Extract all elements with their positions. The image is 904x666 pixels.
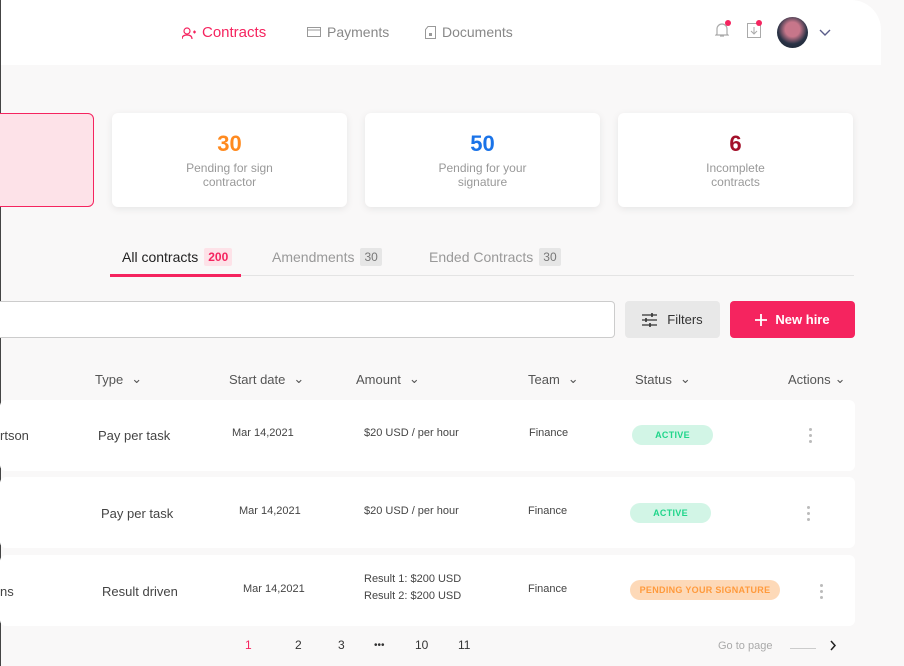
- contract-type: Pay per task: [98, 428, 171, 443]
- credit-card-icon: [307, 27, 321, 37]
- notification-dot: [725, 20, 731, 26]
- column-start-date[interactable]: Start date ⌄: [229, 371, 304, 387]
- team: Finance: [529, 427, 569, 439]
- stat-card-incomplete[interactable]: 6 Incomplete contracts: [618, 113, 853, 207]
- chevron-down-icon: ⌄: [131, 371, 143, 386]
- chevron-down-icon: ⌄: [567, 371, 579, 386]
- new-hire-label: New hire: [775, 312, 830, 327]
- downloads-button[interactable]: [747, 20, 765, 42]
- sliders-icon: [642, 312, 658, 327]
- page-ellipsis: •••: [374, 640, 385, 651]
- table-row[interactable]: ns Result driven Mar 14,2021 Result 1: $…: [0, 555, 855, 626]
- tab-all-contracts[interactable]: All contracts 200: [122, 248, 233, 266]
- search-input[interactable]: [0, 301, 615, 338]
- chevron-down-icon: ⌄: [408, 371, 420, 386]
- more-actions-icon[interactable]: [809, 428, 813, 446]
- bell-icon: [714, 23, 730, 37]
- filters-button[interactable]: Filters: [625, 301, 720, 338]
- start-date: Mar 14,2021: [232, 427, 294, 439]
- nav-contracts[interactable]: Contracts: [182, 24, 266, 41]
- column-label: Type: [95, 371, 124, 387]
- status-badge: PENDING YOUR SIGNATURE: [630, 580, 780, 600]
- page-10[interactable]: 10: [415, 638, 429, 652]
- table-row[interactable]: Pay per task Mar 14,2021 $20 USD / per h…: [0, 477, 855, 548]
- stat-value: 50: [470, 131, 495, 156]
- more-actions-icon[interactable]: [807, 506, 811, 524]
- column-actions[interactable]: Actions ⌄: [788, 371, 846, 387]
- page-11[interactable]: 11: [458, 638, 471, 652]
- stat-label: Pending for your signature: [438, 161, 527, 189]
- column-label: Start date: [229, 371, 286, 387]
- stat-card-pending-signature[interactable]: 50 Pending for your signature: [365, 113, 600, 207]
- team: Finance: [528, 505, 568, 517]
- stat-label: Incomplete contracts: [706, 161, 765, 189]
- nav-payments[interactable]: Payments: [307, 24, 389, 40]
- column-type[interactable]: Type ⌄: [95, 371, 142, 387]
- chevron-down-icon: ⌄: [293, 371, 305, 386]
- chevron-down-icon[interactable]: [819, 29, 831, 37]
- chevron-down-icon: ⌄: [834, 371, 846, 386]
- document-icon: [425, 25, 436, 39]
- amount-line-1: Result 1: $200 USD: [364, 573, 462, 585]
- more-actions-icon[interactable]: [820, 584, 824, 602]
- nav-label: Contracts: [202, 24, 267, 41]
- amount-line-2: Result 2: $200 USD: [364, 590, 462, 602]
- amount: $20 USD / per hour: [364, 427, 459, 439]
- status-badge: ACTIVE: [630, 503, 711, 523]
- column-label: Team: [528, 371, 560, 387]
- status-badge: ACTIVE: [632, 425, 713, 445]
- start-date: Mar 14,2021: [243, 583, 305, 595]
- new-hire-button[interactable]: New hire: [730, 301, 855, 338]
- page-3[interactable]: 3: [338, 638, 345, 652]
- start-date: Mar 14,2021: [239, 505, 301, 517]
- chevron-down-icon: ⌄: [679, 371, 691, 386]
- column-label: Actions: [788, 371, 831, 387]
- stat-card-pending-contractor[interactable]: 30 Pending for sign contractor: [112, 113, 347, 207]
- user-plus-icon: [182, 26, 196, 39]
- tab-count: 30: [539, 248, 561, 266]
- tab-ended-contracts[interactable]: Ended Contracts 30: [429, 248, 561, 266]
- download-dot: [756, 20, 762, 26]
- tab-label: Amendments: [272, 249, 355, 265]
- filters-label: Filters: [667, 312, 703, 327]
- nav-documents[interactable]: Documents: [425, 24, 513, 40]
- nav-label: Documents: [442, 24, 513, 40]
- top-bar: Contracts Payments Documents: [1, 0, 881, 65]
- tab-count: 30: [360, 248, 382, 266]
- plus-icon: [755, 313, 768, 326]
- active-tab-indicator: [110, 274, 241, 277]
- contract-type: Pay per task: [101, 506, 174, 521]
- user-avatar[interactable]: [777, 17, 808, 48]
- stat-card-selected[interactable]: [0, 113, 94, 207]
- tab-label: All contracts: [122, 249, 199, 265]
- tab-amendments[interactable]: Amendments 30: [272, 248, 382, 266]
- tab-count: 200: [204, 248, 233, 266]
- column-team[interactable]: Team ⌄: [528, 371, 579, 387]
- download-icon: [747, 23, 761, 38]
- go-to-page-input[interactable]: [790, 648, 816, 649]
- page-1[interactable]: 1: [245, 638, 252, 652]
- table-row[interactable]: rtson Pay per task Mar 14,2021 $20 USD /…: [0, 400, 855, 471]
- page-2[interactable]: 2: [295, 638, 302, 652]
- amount: $20 USD / per hour: [364, 505, 459, 517]
- stat-label: Pending for sign contractor: [186, 161, 273, 189]
- stat-value: 6: [729, 131, 742, 156]
- stat-value: 30: [217, 131, 242, 156]
- team: Finance: [528, 583, 568, 595]
- contract-type: Result driven: [102, 584, 178, 599]
- chevron-right-icon[interactable]: [830, 640, 837, 651]
- notifications-button[interactable]: [714, 20, 733, 42]
- contractor-name: ns: [0, 584, 14, 599]
- column-label: Amount: [356, 371, 401, 387]
- go-to-page-label: Go to page: [718, 640, 773, 652]
- tab-label: Ended Contracts: [429, 249, 534, 265]
- column-amount[interactable]: Amount ⌄: [356, 371, 420, 387]
- nav-label: Payments: [327, 24, 390, 40]
- contract-tabs: All contracts 200 Amendments 30 Ended Cont…: [110, 248, 854, 277]
- column-label: Status: [635, 371, 672, 387]
- contractor-name: rtson: [0, 428, 29, 443]
- column-status[interactable]: Status ⌄: [635, 371, 691, 387]
